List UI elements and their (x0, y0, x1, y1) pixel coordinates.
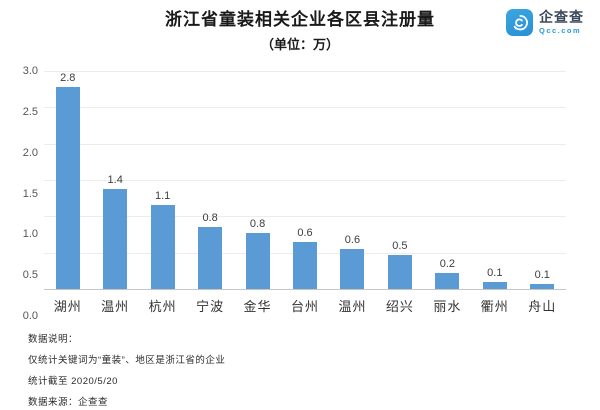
bar-value-label: 0.6 (344, 234, 361, 247)
note-scope: 仅统计关键词为“童装”、地区是浙江省的企业 (28, 355, 226, 366)
bar-slot: 1.1 (139, 71, 186, 289)
chart-header: 浙江省童装相关企业各区县注册量 （单位：万） (0, 0, 600, 53)
y-tick-label: 1.0 (22, 228, 38, 241)
bar (150, 205, 175, 289)
x-tick-label: 绍兴 (385, 299, 414, 314)
bar (245, 233, 270, 289)
note-source: 数据来源：企查查 (28, 397, 109, 408)
x-tick-slot: 衢州 (471, 296, 518, 316)
bar-slot: 0.1 (471, 71, 518, 289)
x-tick-slot: 舟山 (519, 296, 566, 316)
plot-wrap: 2.8 1.4 1.1 0.8 0.8 0.6 0.6 0.5 0.2 0.1 0.1 湖州 温州 杭州… (44, 71, 566, 316)
gridline (44, 71, 566, 72)
qcc-logo-text: 企查查 Qcc.com (539, 10, 584, 35)
y-tick-label: 3.0 (22, 65, 38, 77)
bar (103, 189, 128, 289)
bar (198, 227, 223, 289)
y-tick-label: 2.5 (22, 105, 38, 118)
bar-value-label: 1.4 (107, 174, 123, 187)
bar (55, 87, 80, 289)
bar-slot: 1.4 (91, 71, 138, 289)
bar-value-label: 0.5 (392, 239, 408, 252)
bar-value-label: 2.8 (60, 72, 76, 84)
y-tick-label: 0.5 (22, 269, 38, 282)
bar (530, 283, 555, 289)
x-tick-slot: 杭州 (139, 296, 186, 316)
x-tick-label: 衢州 (480, 299, 509, 314)
qcc-logo-domain: Qcc.com (539, 26, 582, 36)
bar (340, 249, 365, 289)
bar-slot: 0.2 (424, 71, 471, 289)
gridline (44, 180, 566, 181)
x-tick-slot: 绍兴 (376, 296, 423, 316)
bar (387, 254, 412, 289)
x-tick-label: 湖州 (53, 299, 82, 314)
y-tick-label: 1.5 (22, 187, 38, 200)
footer-notes: 数据说明： 仅统计关键词为“童装”、地区是浙江省的企业 统计截至 2020/5/… (0, 329, 600, 410)
bar-value-label: 0.1 (534, 268, 550, 281)
bar-value-label: 1.1 (154, 190, 171, 203)
x-tick-label: 舟山 (528, 299, 557, 314)
bar (292, 241, 317, 289)
gridline (44, 216, 566, 218)
x-tick-slot: 台州 (281, 296, 328, 316)
x-axis-baseline (44, 289, 566, 290)
x-tick-slot: 温州 (329, 296, 376, 316)
x-tick-slot: 宁波 (186, 296, 233, 316)
x-tick-label: 温州 (338, 299, 367, 314)
x-tick-label: 丽水 (433, 299, 462, 314)
x-tick-label: 台州 (290, 299, 319, 314)
y-tick-label: 2.0 (22, 146, 38, 159)
bar-slot: 0.8 (234, 71, 281, 289)
bar-slot: 0.8 (186, 71, 233, 289)
y-axis: 3.0 2.5 2.0 1.5 1.0 0.5 0.0 (6, 65, 44, 322)
bar-value-label: 0.1 (487, 266, 503, 279)
x-axis: 湖州 温州 杭州 宁波 金华 台州 温州 绍兴 丽水 衢州 舟山 (44, 296, 566, 316)
bar-slot: 0.6 (281, 71, 328, 289)
gridline (44, 107, 566, 109)
x-tick-label: 温州 (101, 299, 130, 314)
bars-row: 2.8 1.4 1.1 0.8 0.8 0.6 0.6 0.5 0.2 0.1 0.1 (44, 71, 566, 289)
x-tick-label: 金华 (243, 299, 272, 314)
bar-value-label: 0.6 (297, 226, 313, 239)
bar-value-label: 0.8 (249, 218, 266, 231)
x-tick-label: 杭州 (148, 299, 177, 314)
x-tick-slot: 丽水 (424, 296, 471, 316)
bar (482, 281, 507, 289)
x-tick-slot: 湖州 (44, 296, 91, 316)
plot-area: 2.8 1.4 1.1 0.8 0.8 0.6 0.6 0.5 0.2 0.1 0.1 (44, 71, 566, 290)
qcc-swirl-icon (513, 14, 528, 31)
y-tick-label: 0.0 (22, 310, 38, 322)
bar-chart: 3.0 2.5 2.0 1.5 1.0 0.5 0.0 2.8 1.4 1.1 0.8 0.8 0.6… (0, 65, 600, 322)
qcc-logo: 企查查 Qcc.com (506, 9, 584, 36)
qcc-logo-icon (506, 9, 533, 36)
note-heading: 数据说明： (28, 334, 79, 345)
chart-title: 浙江省童装相关企业各区县注册量 (165, 10, 435, 29)
bar-slot: 0.5 (376, 71, 423, 289)
gridline (44, 143, 566, 145)
bar-slot: 2.8 (44, 71, 91, 289)
bar (435, 273, 460, 289)
x-tick-slot: 温州 (91, 296, 138, 316)
bar-value-label: 0.8 (202, 212, 218, 225)
x-tick-label: 宁波 (196, 299, 225, 314)
x-tick-slot: 金华 (234, 296, 281, 316)
bar-slot: 0.1 (519, 71, 566, 289)
bar-value-label: 0.2 (439, 258, 455, 271)
qcc-logo-name: 企查查 (539, 9, 584, 26)
chart-unit-subtitle: （单位：万） (260, 37, 339, 52)
note-cutoff-date: 统计截至 2020/5/20 (28, 376, 118, 387)
bar-slot: 0.6 (329, 71, 376, 289)
